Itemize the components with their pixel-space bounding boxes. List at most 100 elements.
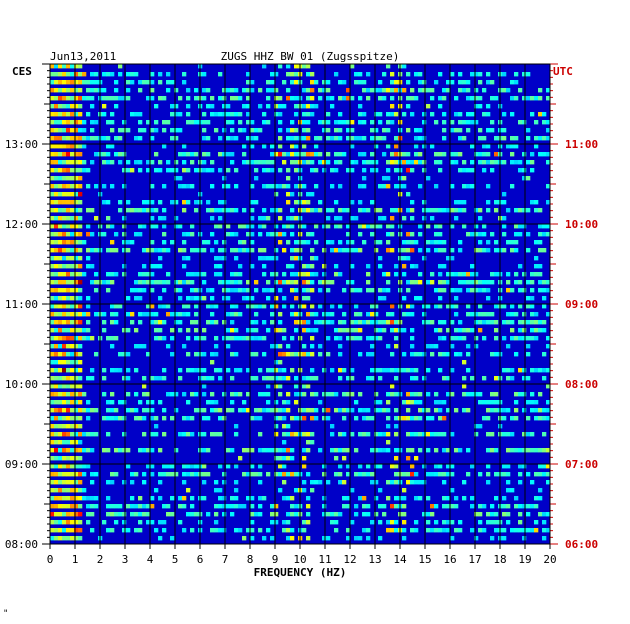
heatmap-cell [58,488,63,493]
heatmap-cell [346,504,351,509]
heatmap-cell [90,128,95,133]
heatmap-cell [118,304,123,309]
heatmap-cell [330,520,335,525]
heatmap-cell [358,392,363,397]
spectrogram-grid [42,63,558,549]
heatmap-cell [70,192,75,197]
heatmap-cell [294,248,299,253]
heatmap-cell [502,496,507,501]
heatmap-cell [210,160,215,165]
heatmap-cell [302,456,307,461]
heatmap-cell [150,376,155,381]
x-tick-label: 18 [493,553,506,566]
heatmap-cell [182,248,187,253]
heatmap-cell [506,520,511,525]
heatmap-cell [106,216,111,221]
heatmap-cell [350,136,355,141]
heatmap-cell [78,128,83,133]
heatmap-cell [202,96,207,101]
heatmap-cell [226,448,231,453]
heatmap-cell [294,472,299,477]
heatmap-cell [50,472,55,477]
heatmap-cell [462,80,467,85]
heatmap-cell [338,304,343,309]
heatmap-cell [506,208,511,213]
heatmap-cell [102,368,107,373]
heatmap-cell [54,408,59,413]
heatmap-cell [514,232,519,237]
heatmap-cell [438,72,443,77]
heatmap-cell [414,376,419,381]
heatmap-cell [274,384,279,389]
heatmap-cell [266,80,271,85]
heatmap-cell [270,312,275,317]
heatmap-cell [182,168,187,173]
heatmap-cell [462,224,467,229]
heatmap-cell [210,400,215,405]
heatmap-cell [54,128,59,133]
heatmap-cell [70,272,75,277]
heatmap-cell [118,136,123,141]
heatmap-cell [86,520,91,525]
heatmap-cell [250,448,255,453]
heatmap-cell [458,272,463,277]
heatmap-cell [114,408,119,413]
heatmap-cell [278,392,283,397]
heatmap-cell [534,336,539,341]
heatmap-cell [266,472,271,477]
heatmap-cell [470,144,475,149]
heatmap-cell [474,344,479,349]
heatmap-cell [278,120,283,125]
heatmap-cell [482,232,487,237]
heatmap-cell [278,456,283,461]
heatmap-cell [94,152,99,157]
heatmap-cell [510,152,515,157]
heatmap-cell [270,376,275,381]
heatmap-cell [502,304,507,309]
heatmap-cell [406,312,411,317]
heatmap-cell [74,232,79,237]
heatmap-cell [130,80,135,85]
heatmap-cell [174,472,179,477]
heatmap-cell [274,344,279,349]
heatmap-cell [350,280,355,285]
heatmap-cell [54,104,59,109]
heatmap-cell [282,408,287,413]
heatmap-cell [210,168,215,173]
heatmap-cell [334,152,339,157]
heatmap-cell [322,368,327,373]
heatmap-cell [70,480,75,485]
heatmap-cell [262,448,267,453]
heatmap-cell [62,400,67,405]
heatmap-cell [62,320,67,325]
heatmap-cell [118,368,123,373]
heatmap-cell [74,456,79,461]
heatmap-cell [94,88,99,93]
heatmap-cell [546,184,551,189]
heatmap-cell [50,264,55,269]
heatmap-cell [182,200,187,205]
heatmap-cell [442,376,447,381]
heatmap-cell [50,440,55,445]
heatmap-cell [118,352,123,357]
heatmap-cell [494,408,499,413]
heatmap-cell [278,232,283,237]
heatmap-cell [230,320,235,325]
heatmap-cell [438,208,443,213]
heatmap-cell [282,80,287,85]
heatmap-cell [510,304,515,309]
heatmap-cell [290,416,295,421]
heatmap-cell [438,328,443,333]
heatmap-cell [182,72,187,77]
heatmap-cell [302,200,307,205]
heatmap-cell [502,368,507,373]
heatmap-cell [246,112,251,117]
heatmap-cell [134,112,139,117]
heatmap-cell [230,288,235,293]
heatmap-cell [506,448,511,453]
heatmap-cell [490,448,495,453]
heatmap-cell [122,272,127,277]
heatmap-cell [450,224,455,229]
heatmap-cell [218,136,223,141]
heatmap-cell [318,200,323,205]
